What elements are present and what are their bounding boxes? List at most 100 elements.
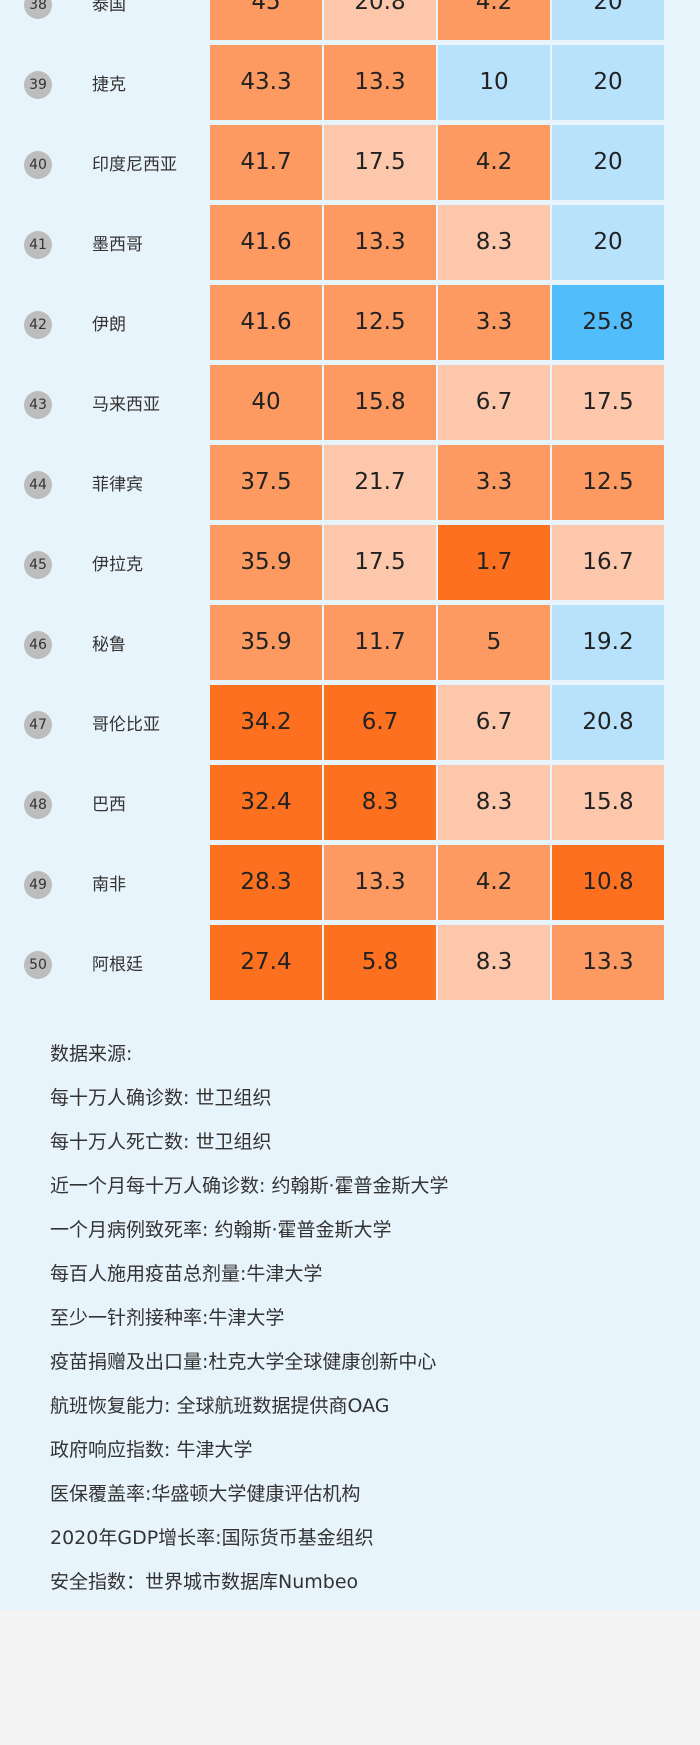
score-cell: 16.7 [552,525,664,600]
source-line: 2020年GDP增长率:国际货币基金组织 [50,1527,374,1549]
source-line: 医保覆盖率:华盛顿大学健康评估机构 [50,1483,361,1505]
table-row: 45 伊拉克 35.9 17.5 1.7 16.7 [0,525,700,605]
score-cell: 13.3 [324,45,436,120]
table-row: 44 菲律宾 37.5 21.7 3.3 12.5 [0,445,700,525]
score-cell: 11.7 [324,605,436,680]
table-row: 38 泰国 45 20.8 4.2 20 [0,0,700,45]
score-cell: 40 [210,365,322,440]
score-cell: 13.3 [324,205,436,280]
score-cell: 20.8 [324,0,436,40]
country-name: 伊拉克 [92,555,143,575]
score-cell: 20 [552,45,664,120]
country-name: 哥伦比亚 [92,715,160,735]
table-row: 41 墨西哥 41.6 13.3 8.3 20 [0,205,700,285]
score-cell: 10.8 [552,845,664,920]
score-cell: 12.5 [324,285,436,360]
rank-badge: 49 [24,871,52,899]
country-name: 印度尼西亚 [92,155,177,175]
score-cell: 15.8 [324,365,436,440]
table-row: 39 捷克 43.3 13.3 10 20 [0,45,700,125]
score-cell: 41.7 [210,125,322,200]
score-cell: 43.3 [210,45,322,120]
sources-heading: 数据来源: [50,1043,133,1065]
score-cell: 1.7 [438,525,550,600]
rank-badge: 41 [24,231,52,259]
table-row: 40 印度尼西亚 41.7 17.5 4.2 20 [0,125,700,205]
score-cell: 35.9 [210,525,322,600]
rank-badge: 40 [24,151,52,179]
source-line: 每十万人确诊数: 世卫组织 [50,1087,272,1109]
country-name: 泰国 [92,0,126,15]
country-name: 秘鲁 [92,635,126,655]
score-cell: 20 [552,125,664,200]
source-line: 每百人施用疫苗总剂量:牛津大学 [50,1263,323,1285]
source-line: 至少一针剂接种率:牛津大学 [50,1307,285,1329]
rank-badge: 48 [24,791,52,819]
score-cell: 6.7 [438,365,550,440]
score-cell: 13.3 [552,925,664,1000]
country-name: 南非 [92,875,126,895]
score-cell: 15.8 [552,765,664,840]
country-name: 阿根廷 [92,955,143,975]
table-row: 47 哥伦比亚 34.2 6.7 6.7 20.8 [0,685,700,765]
score-cell: 10 [438,45,550,120]
score-cell: 12.5 [552,445,664,520]
score-cell: 5 [438,605,550,680]
page-footer-area [0,1610,700,1745]
source-line: 政府响应指数: 牛津大学 [50,1439,253,1461]
score-cell: 8.3 [324,765,436,840]
table-row: 49 南非 28.3 13.3 4.2 10.8 [0,845,700,925]
table-row: 46 秘鲁 35.9 11.7 5 19.2 [0,605,700,685]
score-cell: 21.7 [324,445,436,520]
score-cell: 25.8 [552,285,664,360]
score-cell: 6.7 [324,685,436,760]
score-cell: 17.5 [552,365,664,440]
score-cell: 5.8 [324,925,436,1000]
country-name: 马来西亚 [92,395,160,415]
table-row: 43 马来西亚 40 15.8 6.7 17.5 [0,365,700,445]
score-cell: 32.4 [210,765,322,840]
rank-badge: 44 [24,471,52,499]
country-name: 捷克 [92,75,126,95]
score-cell: 20 [552,0,664,40]
data-sources: 数据来源: 每十万人确诊数: 世卫组织 每十万人死亡数: 世卫组织近一个月每十万人确… [50,1032,670,1604]
score-cell: 17.5 [324,125,436,200]
score-cell: 20.8 [552,685,664,760]
score-cell: 3.3 [438,445,550,520]
rank-badge: 45 [24,551,52,579]
score-cell: 35.9 [210,605,322,680]
country-name: 墨西哥 [92,235,143,255]
rank-badge: 43 [24,391,52,419]
rank-badge: 39 [24,71,52,99]
source-line: 每十万人死亡数: 世卫组织 [50,1131,272,1153]
score-cell: 13.3 [324,845,436,920]
rank-badge: 47 [24,711,52,739]
score-cell: 4.2 [438,125,550,200]
score-cell: 41.6 [210,285,322,360]
score-cell: 28.3 [210,845,322,920]
country-name: 巴西 [92,795,126,815]
score-cell: 17.5 [324,525,436,600]
rank-badge: 46 [24,631,52,659]
score-cell: 6.7 [438,685,550,760]
country-name: 菲律宾 [92,475,143,495]
source-line: 近一个月每十万人确诊数: 约翰斯·霍普金斯大学 [50,1175,449,1197]
score-cell: 4.2 [438,0,550,40]
score-cell: 4.2 [438,845,550,920]
score-cell: 8.3 [438,765,550,840]
score-cell: 41.6 [210,205,322,280]
score-cell: 8.3 [438,925,550,1000]
ranking-panel: 38 泰国 45 20.8 4.2 20 39 捷克 43.3 13.3 10 20 40 印度尼西亚 41… [0,0,700,1610]
source-line: 疫苗捐赠及出口量:杜克大学全球健康创新中心 [50,1351,437,1373]
source-line: 航班恢复能力: 全球航班数据提供商OAG [50,1395,390,1417]
source-line: 一个月病例致死率: 约翰斯·霍普金斯大学 [50,1219,392,1241]
score-cell: 37.5 [210,445,322,520]
score-cell: 19.2 [552,605,664,680]
rank-badge: 42 [24,311,52,339]
score-cell: 34.2 [210,685,322,760]
score-cell: 20 [552,205,664,280]
score-cell: 8.3 [438,205,550,280]
score-cell: 45 [210,0,322,40]
source-line: 安全指数：世界城市数据库Numbeo [50,1571,359,1593]
score-cell: 27.4 [210,925,322,1000]
